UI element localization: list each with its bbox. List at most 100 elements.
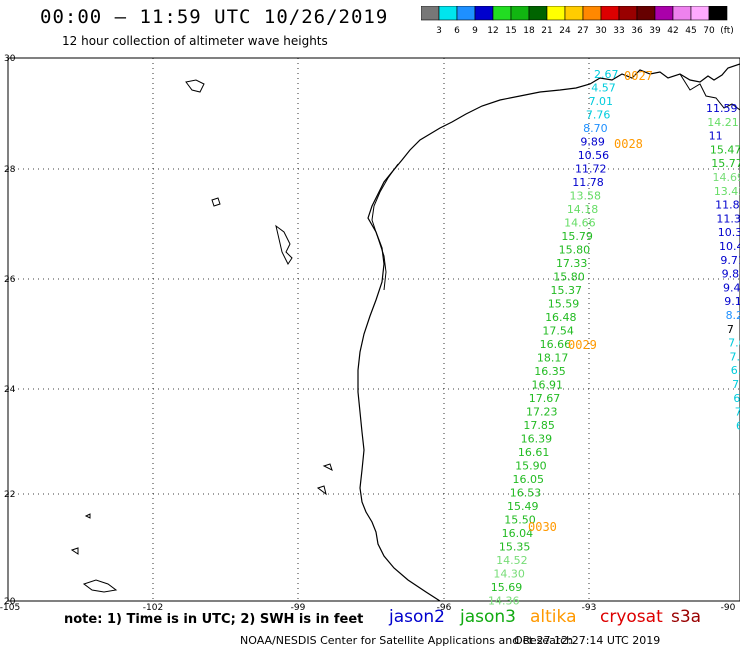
colorbar-label: 9 (472, 26, 478, 36)
swh-reading: 15.77 (711, 157, 740, 170)
swh-reading: 14.21 (707, 116, 739, 129)
small-island-4 (211, 197, 221, 207)
colorbar-swatch (582, 6, 602, 21)
colorbar-label: 30 (595, 26, 607, 36)
colorbar-swatch (474, 6, 494, 21)
colorbar-labels: 3 6 9 12 15 18 21 24 27 30 33 36 39 42 45 70 (ft) (436, 26, 733, 36)
swh-reading: 16.91 (531, 379, 563, 392)
longitude-label: -96 (437, 603, 452, 613)
colorbar-label: 3 (436, 26, 442, 36)
latitude-label: 20 (4, 597, 16, 607)
swh-reading: 9.41 (723, 281, 740, 294)
swh-reading: 15.37 (551, 284, 583, 297)
colorbar-swatch (600, 6, 620, 21)
track-time-label: 0027 (624, 69, 653, 83)
swh-reading: 11.59 (706, 102, 738, 115)
longitude-label: -99 (291, 603, 306, 613)
colorbar-swatch (492, 6, 512, 21)
lat-lon-grid (8, 58, 740, 601)
wave-height-colorbar: 3 6 9 12 15 18 21 24 27 30 33 36 39 42 45 70 (ft) (421, 6, 733, 36)
colorbar-swatch (672, 6, 692, 21)
colorbar-swatch (438, 6, 458, 21)
colorbar-label: 45 (685, 26, 696, 36)
satellite-legend-jason2: jason2 (389, 607, 445, 627)
latitude-label: 28 (4, 165, 16, 175)
swh-reading: 9.11 (724, 295, 740, 308)
altimeter-track-right: 11.5914.211115.4715.7714.6913.4311.8511.… (706, 102, 740, 432)
swh-reading: 11 (709, 130, 723, 143)
barrier-island (371, 163, 399, 291)
small-island-5 (70, 463, 333, 555)
satellite-legend-altika: altika (530, 607, 577, 627)
satellite-legend-s3a: s3a (671, 607, 702, 627)
swh-reading: 17.54 (542, 325, 574, 338)
colorbar-label: 21 (541, 26, 552, 36)
colorbar-swatch (546, 6, 566, 21)
swh-reading: 17.23 (526, 406, 558, 419)
colorbar-label: 39 (649, 26, 661, 36)
colorbar-label: 27 (577, 26, 588, 36)
track-time-label: 0029 (568, 338, 597, 352)
footer-timestamp: Oct 27 12:27:14 UTC 2019 (514, 634, 661, 647)
footer-credit: NOAA/NESDIS Center for Satellite Applica… (240, 634, 574, 647)
swh-reading: 14.30 (493, 568, 525, 581)
swh-reading: 8.70 (583, 122, 608, 135)
colorbar-label: 42 (667, 26, 678, 36)
colorbar-label: 70 (703, 26, 715, 36)
colorbar-label: 24 (559, 26, 571, 36)
swh-reading: 13.43 (714, 185, 740, 198)
swh-reading: 7.76 (586, 109, 611, 122)
colorbar-swatch (636, 6, 656, 21)
swh-reading: 15.49 (507, 500, 539, 513)
swh-reading: 8.2 (726, 309, 740, 322)
swh-reading: 6.6 (736, 419, 740, 432)
longitude-label: -105 (0, 603, 20, 613)
page-subtitle: 12 hour collection of altimeter wave hei… (62, 34, 328, 48)
swh-reading: 9.89 (580, 136, 605, 149)
colorbar-swatch (654, 6, 674, 21)
latitude-label: 24 (4, 385, 16, 395)
small-island-2 (275, 224, 293, 265)
swh-reading: 7.3 (729, 350, 740, 363)
latitude-label: 26 (4, 275, 16, 285)
longitude-labels: -105 -102 -99 -96 -93 -90 (0, 603, 736, 613)
legend-note: note: 1) Time is in UTC; 2) SWH is in fe… (64, 612, 364, 627)
swh-reading: 4.57 (591, 82, 616, 95)
track-time-labels: 0027 0028 0029 0030 (528, 69, 653, 534)
swh-reading: 2.67 (594, 68, 619, 81)
swh-reading: 11.72 (575, 163, 607, 176)
swh-reading: 16.05 (512, 473, 544, 486)
swh-reading: 14.69 (713, 171, 740, 184)
satellite-legend-jason3: jason3 (460, 607, 516, 627)
swh-reading: 18.17 (537, 352, 569, 365)
swh-reading: 15.80 (553, 271, 585, 284)
colorbar-swatch (456, 6, 476, 21)
longitude-label: -93 (582, 603, 597, 613)
swh-reading: 13.58 (570, 190, 602, 203)
latitude-labels: 30 28 26 24 22 20 (4, 54, 16, 607)
swh-reading: 17.85 (523, 419, 555, 432)
colorbar-swatch (708, 6, 728, 21)
colorbar-swatches (421, 6, 728, 21)
swh-reading: 15.80 (559, 244, 591, 257)
latitude-label: 30 (4, 54, 16, 64)
swh-reading: 10.41 (719, 240, 740, 253)
swh-reading: 6.9 (733, 392, 740, 405)
swh-reading: 15.90 (515, 460, 547, 473)
swh-reading: 14.66 (564, 217, 596, 230)
swh-reading: 16.35 (534, 365, 566, 378)
page-title: 00:00 – 11:59 UTC 10/26/2019 (40, 6, 389, 28)
swh-reading: 9.81 (722, 268, 740, 281)
swh-reading: 15.50 (504, 514, 536, 527)
swh-reading: 15.69 (491, 581, 523, 594)
longitude-label: -102 (143, 603, 163, 613)
swh-reading: 17.67 (529, 392, 561, 405)
colorbar-swatch (528, 6, 548, 21)
swh-reading: 7.01 (589, 95, 614, 108)
colorbar-label: 15 (505, 26, 516, 36)
colorbar-label: 36 (631, 26, 643, 36)
track-time-label: 0028 (614, 137, 643, 151)
swh-reading: 15.59 (548, 298, 580, 311)
swh-reading: 16.61 (518, 446, 550, 459)
